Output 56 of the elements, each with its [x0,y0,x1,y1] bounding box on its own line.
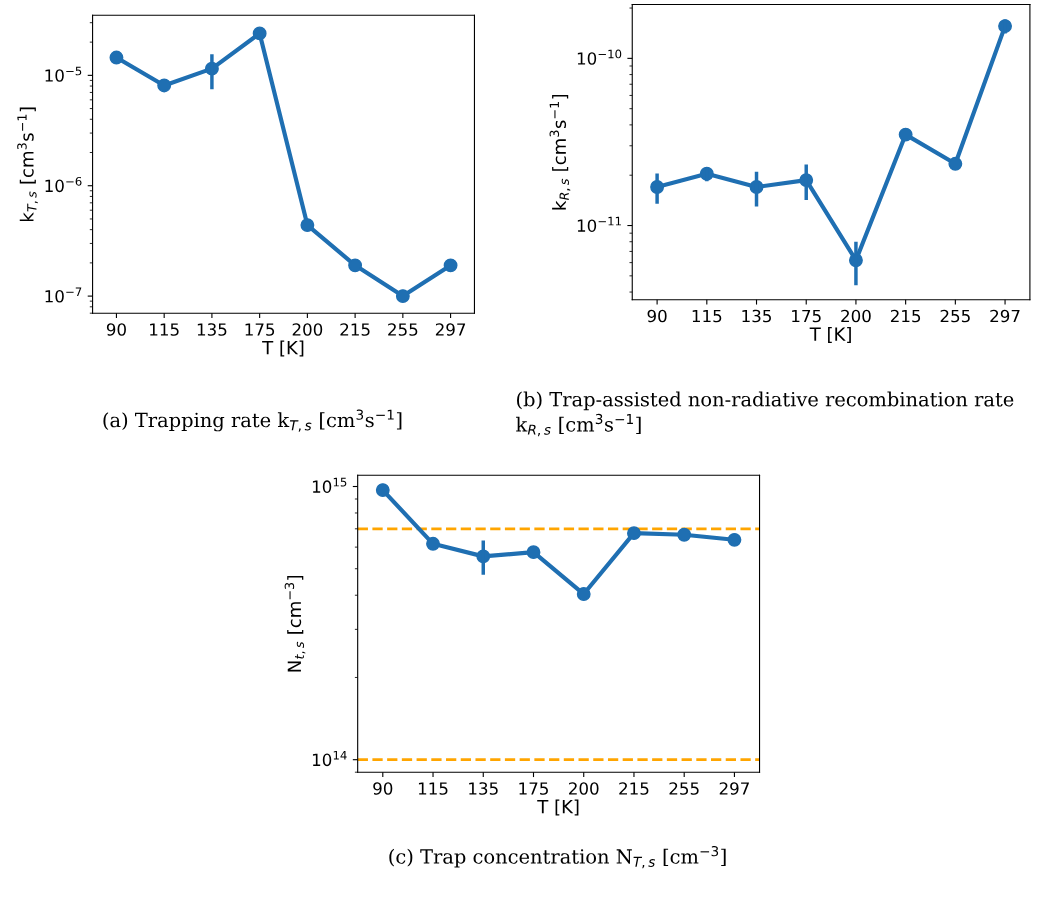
point [627,526,641,541]
point [948,156,963,171]
x-axis-title: T [K] [809,326,851,344]
x-axis-title: T [K] [262,340,304,357]
point [898,127,913,142]
x-tick-label: 90 [106,323,126,336]
y-tick-label: 10$^{−6}$ [45,176,82,193]
x-tick-label: 135 [742,309,771,323]
x-tick-label: 115 [692,309,722,323]
x-axis-title: T [K] [537,799,579,816]
point [300,218,315,233]
x-tick-label: 115 [150,323,179,336]
y-tick-label: 10$^{14}$ [312,751,347,767]
x-tick-label: 255 [940,309,970,323]
y-axis-title: k$_{T,s}$ [cm$^{3}$s$^{−1}$] [17,107,38,222]
y-tick-label: 10$^{−11}$ [577,216,621,232]
x-tick-label: 255 [669,782,699,795]
x-tick-label: 200 [292,323,323,336]
y-axis-title: k$_{R,s}$ [cm$^{3}$s$^{−1}$] [549,94,571,210]
x-tick-label: 135 [469,782,498,795]
x-tick-label: 297 [719,782,749,795]
y-tick-label: 10$^{−5}$ [45,66,82,82]
x-tick-label: 90 [373,782,393,795]
point [157,78,172,93]
point [576,587,591,601]
x-tick-label: 90 [647,309,667,323]
y-tick-label: 10$^{15}$ [312,477,347,493]
point [348,258,363,273]
x-tick-label: 215 [619,782,649,795]
point [252,26,267,41]
x-tick-label: 297 [990,309,1020,323]
x-tick-label: 215 [890,309,921,323]
point [526,545,541,560]
x-tick-label: 175 [792,309,821,323]
point [443,258,458,273]
point [375,483,390,498]
x-tick-label: 135 [197,323,227,336]
x-tick-label: 200 [841,309,871,323]
y-tick-label: 10$^{−10}$ [577,49,622,65]
x-tick-label: 200 [569,782,599,795]
x-tick-label: 115 [418,782,448,795]
y-tick-label: 10$^{−7}$ [45,287,82,303]
y-axis-title: N$_{t,s}$ [cm$^{−3}$] [284,575,306,672]
x-tick-label: 297 [435,323,466,336]
text: (b) Trap-assisted non-radiative recombination rate k$_{R,s}$ [cm$^{3}$s$^{−1}$] [516,391,1014,437]
point [395,289,410,304]
point [109,50,124,65]
text: (c) Trap concentration N$_{T,s}$ [cm$^{−3}$] [389,846,726,869]
point [426,536,440,551]
x-tick-label: 175 [519,782,548,795]
point [677,527,692,542]
x-tick-label: 175 [245,323,275,336]
point [727,532,742,547]
x-tick-label: 255 [388,323,418,336]
text: (a) Trapping rate k$_{T,s}$ [cm$^{3}$s$^{−1}$] [103,409,402,432]
x-tick-label: 215 [340,323,370,336]
